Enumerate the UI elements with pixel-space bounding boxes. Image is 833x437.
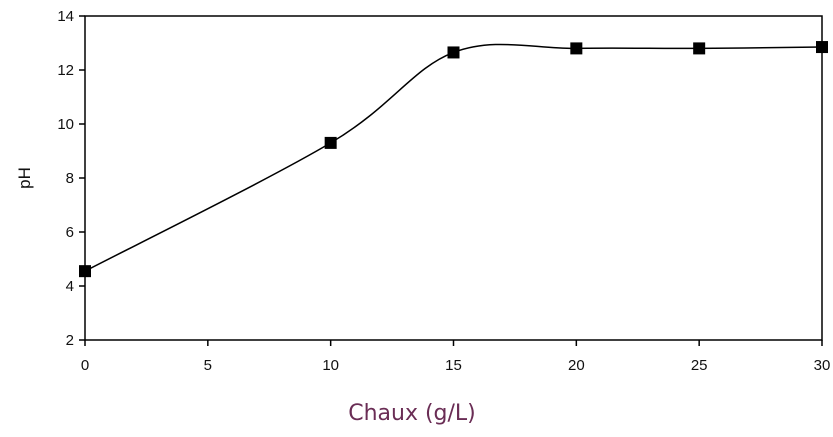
x-axis-title: Chaux (g/L) xyxy=(348,401,476,426)
x-axis: 0 5 10 15 20 25 30 xyxy=(81,340,831,374)
y-tick-label: 12 xyxy=(57,62,74,79)
y-tick-label: 4 xyxy=(66,278,74,295)
y-tick-label: 2 xyxy=(66,332,74,349)
data-point-marker xyxy=(693,42,706,55)
x-tick-label: 5 xyxy=(204,357,212,374)
x-tick-label: 20 xyxy=(568,357,585,374)
x-tick-label: 25 xyxy=(691,357,708,374)
x-tick-label: 0 xyxy=(81,357,89,374)
data-point-marker xyxy=(816,41,828,54)
data-point-marker xyxy=(570,42,583,55)
y-tick-label: 10 xyxy=(57,116,74,133)
data-point-marker xyxy=(79,265,91,278)
x-tick-label: 30 xyxy=(814,357,831,374)
x-tick-label: 10 xyxy=(322,357,339,374)
data-point-marker xyxy=(324,136,337,149)
y-axis: 2 4 6 8 10 12 14 xyxy=(57,8,85,349)
x-tick-label: 15 xyxy=(445,357,462,374)
series-layer xyxy=(79,41,828,278)
y-tick-label: 14 xyxy=(57,8,74,25)
data-point-marker xyxy=(447,46,460,59)
plot-area xyxy=(84,15,823,341)
y-tick-label: 8 xyxy=(66,170,74,187)
series-line xyxy=(84,43,823,272)
y-axis-title: pH xyxy=(15,167,34,189)
plot-frame xyxy=(84,15,823,341)
y-tick-label: 6 xyxy=(66,224,74,241)
